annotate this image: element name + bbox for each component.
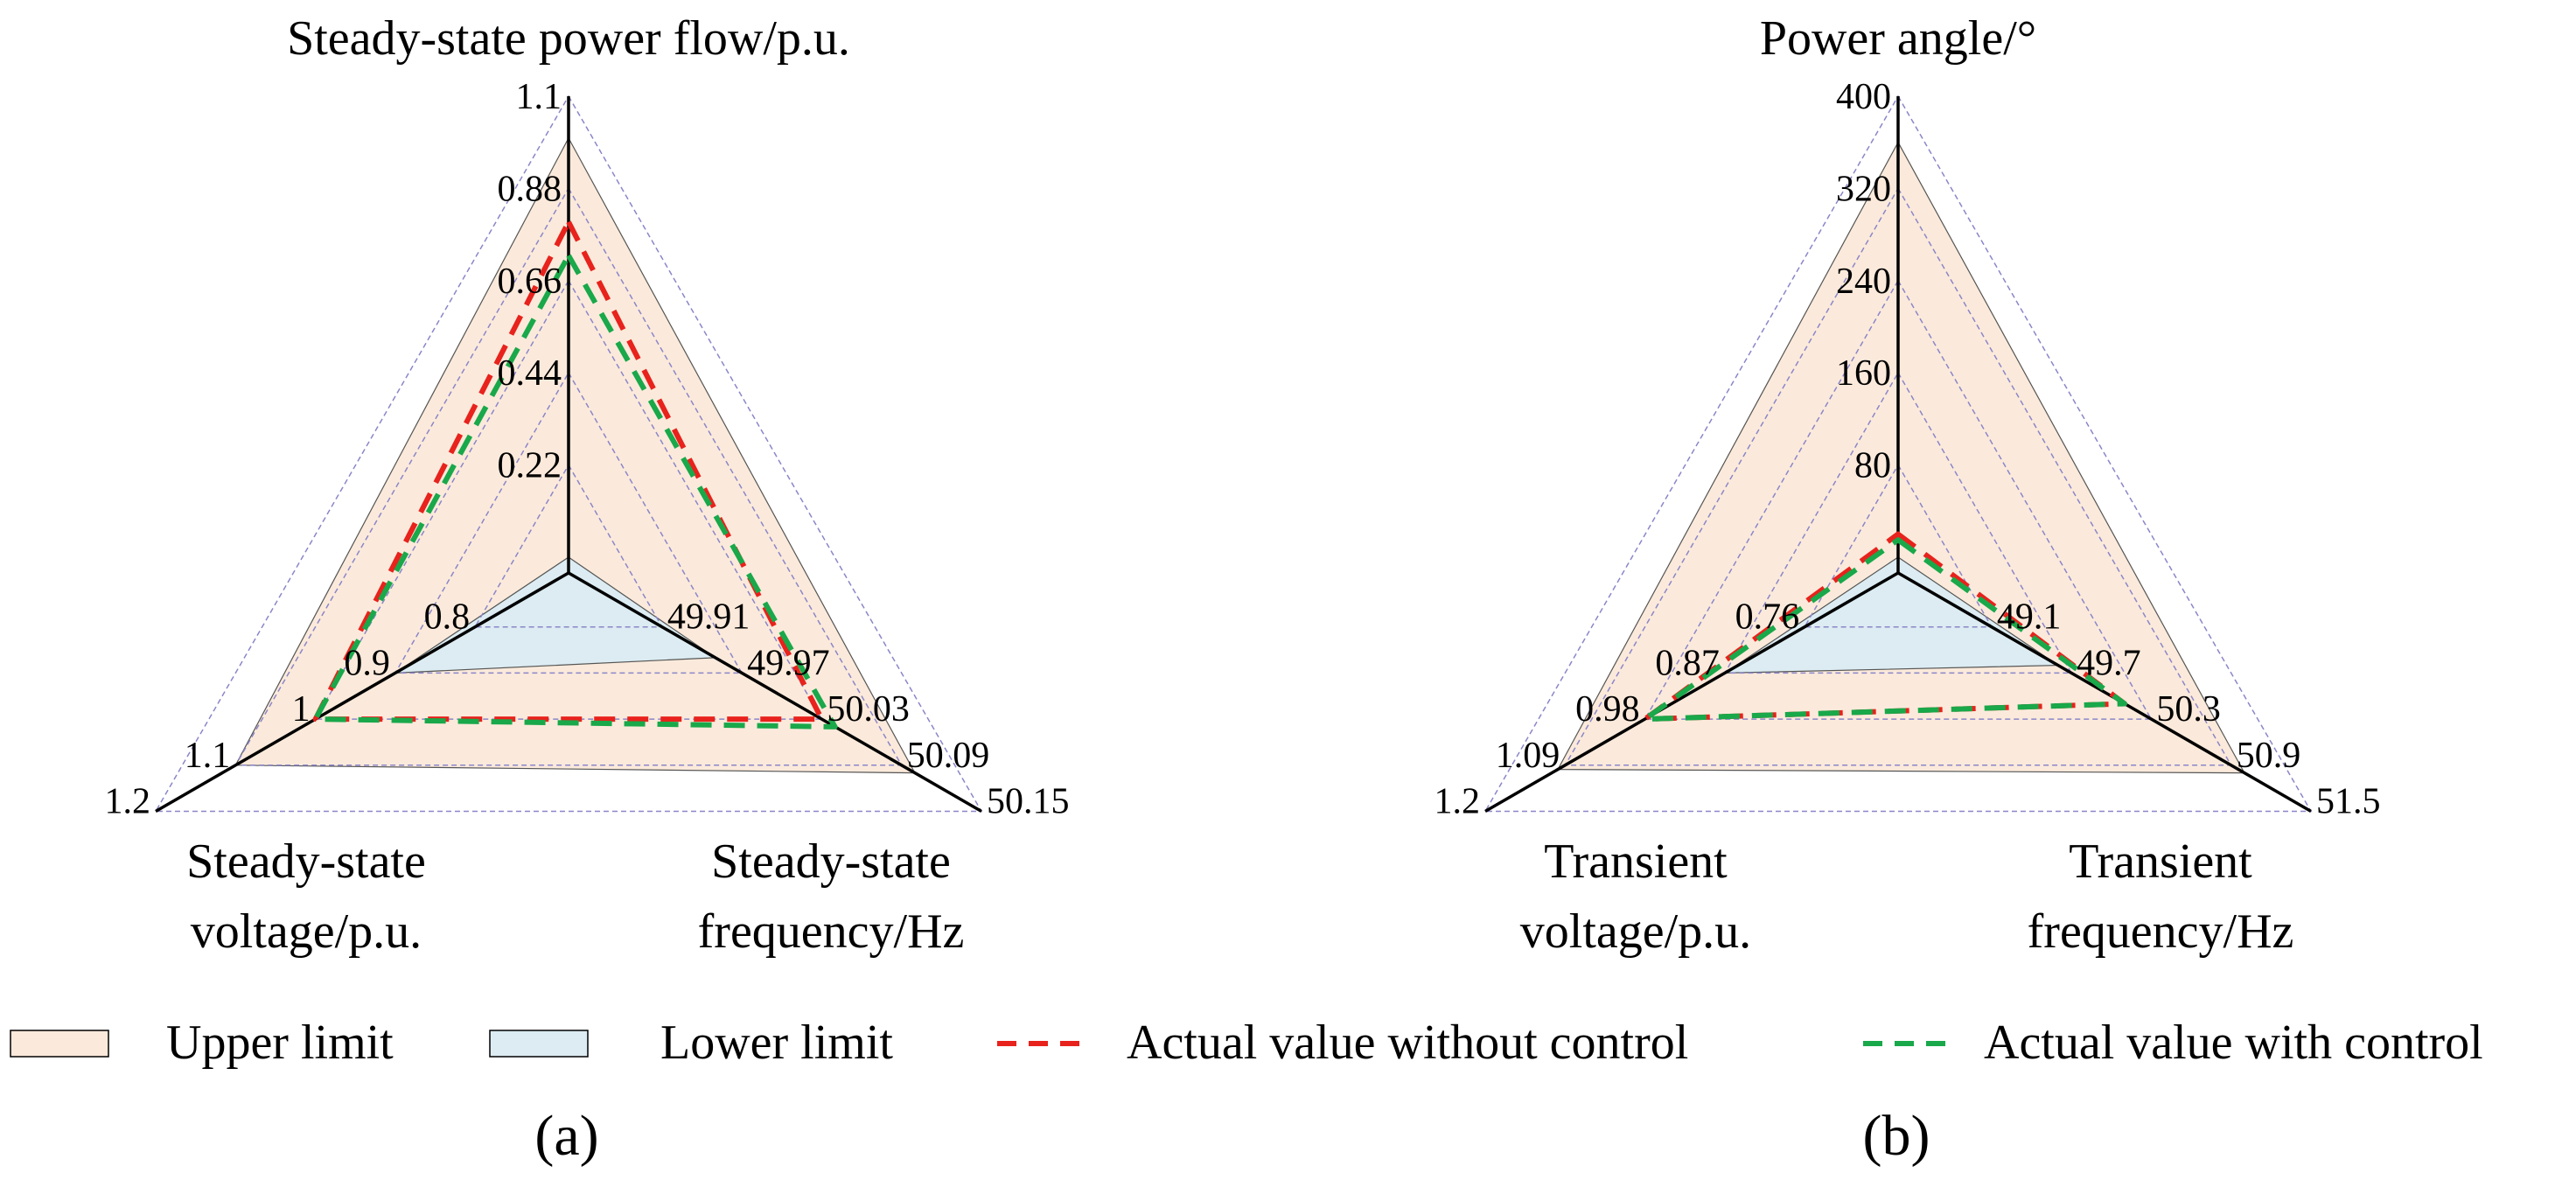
grid-ring-1-b — [1803, 464, 1993, 628]
panel-label-a: (a) — [534, 1104, 598, 1168]
tick-label-51-5-b: 51.5 — [2316, 782, 2381, 822]
grid-ring-5-a — [154, 94, 983, 813]
axis-spoke-3-b — [1484, 571, 1899, 813]
tick-label-240-b: 240 — [1836, 262, 1891, 302]
grid-ring-4-a — [234, 186, 903, 766]
tick-label-1-2-a: 1.2 — [105, 782, 151, 822]
axis-title-3-line-1-a: Steady-state — [186, 834, 426, 889]
series-without-control-a — [312, 219, 825, 723]
legend: Upper limit Lower limit Actual value wit… — [10, 1016, 2483, 1070]
axis-spoke-2-b — [1897, 571, 2312, 813]
tick-label-0-9-a: 0.9 — [344, 643, 390, 683]
tick-label-0-76-b: 0.76 — [1735, 597, 1800, 638]
legend-swatch-upper-limit — [10, 1030, 109, 1058]
tick-label-1-09-b: 1.09 — [1496, 736, 1560, 776]
area-upper-limit-a — [234, 136, 916, 774]
tick-label-49-91-a: 49.91 — [667, 597, 750, 638]
grid-ring-4-b — [1564, 186, 2232, 766]
series-with-control-b — [1642, 537, 2127, 723]
tick-label-50-09-a: 50.09 — [907, 736, 990, 776]
tick-label-50-9-b: 50.9 — [2237, 736, 2301, 776]
axis-title-3-line-1-b: Transient — [1544, 834, 1728, 889]
tick-label-1-2-b: 1.2 — [1435, 782, 1481, 822]
tick-label-0-8-a: 0.8 — [424, 597, 471, 638]
tick-label-50-03-a: 50.03 — [827, 689, 910, 730]
axis-title-2-line-1-b: Transient — [2069, 834, 2252, 889]
grid-ring-1-a — [473, 464, 664, 628]
tick-label-0-88-a: 0.88 — [498, 169, 562, 209]
axis-title-1-line-1-a: Steady-state power flow/p.u. — [287, 11, 850, 66]
radar-panel-b: 80 160 240 320 400 49.1 49.7 50.3 50.9 51.5 0.76 0.… — [1435, 11, 2381, 959]
grid-ring-2-a — [394, 371, 743, 674]
tick-label-0-87-b: 0.87 — [1655, 643, 1720, 683]
tick-label-320-b: 320 — [1836, 169, 1891, 209]
radar-panel-a: 0.22 0.44 0.66 0.88 1.1 49.91 49.97 50.03 50.09 5… — [105, 11, 1070, 959]
series-with-control-a — [312, 253, 838, 730]
tick-label-0-22-a: 0.22 — [498, 446, 562, 486]
tick-label-50-3-b: 50.3 — [2156, 689, 2221, 730]
legend-label-upper-limit: Upper limit — [166, 1016, 394, 1070]
tick-label-160-b: 160 — [1836, 353, 1891, 394]
panel-label-b: (b) — [1863, 1104, 1930, 1168]
tick-label-49-7-b: 49.7 — [2077, 643, 2141, 683]
axis-title-2-line-2-a: frequency/Hz — [698, 904, 965, 959]
axis-spoke-3-a — [155, 571, 569, 813]
grid-ring-2-b — [1723, 371, 2073, 674]
legend-label-with-control: Actual value with control — [1984, 1016, 2483, 1070]
tick-label-1-a: 1 — [292, 689, 311, 730]
tick-label-49-97-a: 49.97 — [747, 643, 830, 683]
tick-label-50-15-a: 50.15 — [987, 782, 1070, 822]
tick-label-1-1-a: 1.1 — [516, 77, 562, 117]
tick-label-1-1-a: 1.1 — [185, 736, 231, 776]
tick-label-0-98-b: 0.98 — [1575, 689, 1640, 730]
axis-title-3-line-2-b: voltage/p.u. — [1520, 904, 1751, 959]
legend-label-lower-limit: Lower limit — [660, 1016, 893, 1070]
legend-label-without-control: Actual value without control — [1127, 1016, 1688, 1070]
area-upper-limit-b — [1556, 141, 2245, 774]
axis-title-2-line-1-a: Steady-state — [711, 834, 951, 889]
axis-spoke-2-a — [568, 571, 982, 813]
tick-label-0-66-a: 0.66 — [498, 262, 562, 302]
legend-swatch-lower-limit — [489, 1030, 589, 1058]
tick-label-400-b: 400 — [1836, 77, 1891, 117]
tick-label-49-1-b: 49.1 — [1997, 597, 2062, 638]
axis-title-1-line-1-b: Power angle/° — [1760, 11, 2036, 66]
axis-title-2-line-2-b: frequency/Hz — [2028, 904, 2294, 959]
axis-title-3-line-2-a: voltage/p.u. — [191, 904, 422, 959]
tick-label-80-b: 80 — [1854, 446, 1891, 486]
tick-label-0-44-a: 0.44 — [498, 353, 562, 394]
grid-ring-5-b — [1483, 94, 2313, 813]
